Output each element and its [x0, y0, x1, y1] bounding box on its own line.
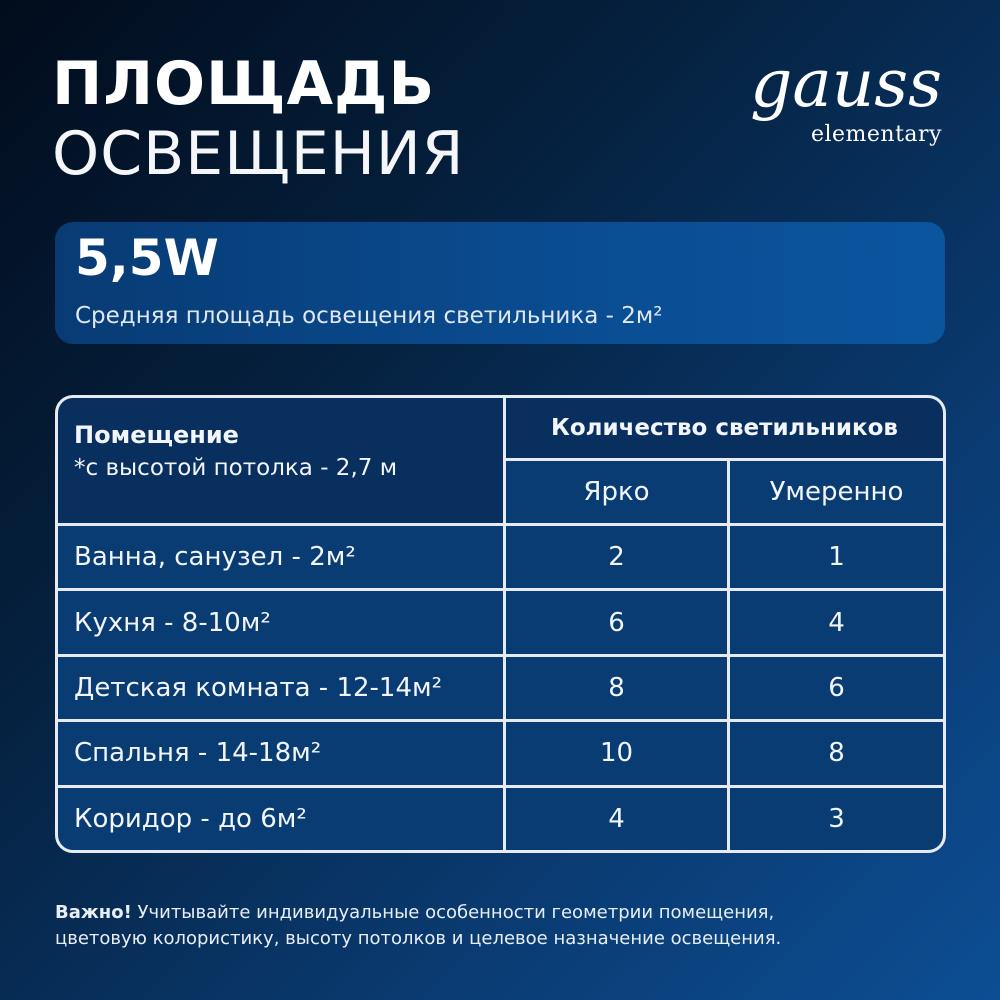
note-bold: Важно! — [55, 902, 132, 923]
bright-cell: 8 — [506, 656, 727, 720]
room-cell: Детская комната - 12-14м² — [58, 656, 503, 720]
power-value: 5,5W — [75, 229, 219, 287]
title-line-1: ПЛОЩАДЬ — [52, 49, 436, 119]
logo-brand: gauss — [750, 45, 942, 122]
room-note: *с высотой потолка - 2,7 м — [74, 455, 398, 481]
moderate-cell: 3 — [730, 787, 943, 850]
room-cell: Ванна, санузел - 2м² — [58, 526, 503, 589]
moderate-cell: 6 — [730, 656, 943, 720]
col-bright-header: Ярко — [506, 461, 727, 523]
logo-sub: elementary — [810, 122, 942, 147]
room-cell: Кухня - 8-10м² — [58, 591, 503, 654]
power-description: Средняя площадь освещения светильника - … — [75, 303, 663, 329]
note-line-2: цветовую колористику, высоту потолков и … — [55, 928, 782, 949]
gauss-logo: gauss elementary — [680, 48, 950, 148]
lighting-table: Помещение *с высотой потолка - 2,7 м Кол… — [55, 395, 946, 853]
bright-cell: 4 — [506, 787, 727, 850]
bright-cell: 10 — [506, 722, 727, 785]
room-cell: Коридор - до 6м² — [58, 787, 503, 850]
room-header-cell: Помещение *с высотой потолка - 2,7 м — [58, 398, 503, 523]
col-moderate-header: Умеренно — [730, 461, 943, 523]
qty-header: Количество светильников — [506, 398, 943, 458]
power-panel: 5,5W Средняя площадь освещения светильни… — [55, 222, 945, 344]
title-line-2: ОСВЕЩЕНИЯ — [52, 119, 465, 189]
important-note: Важно! Учитывайте индивидуальные особенн… — [55, 900, 781, 952]
room-cell: Спальня - 14-18м² — [58, 722, 503, 785]
bright-cell: 2 — [506, 526, 727, 589]
bright-cell: 6 — [506, 591, 727, 654]
moderate-cell: 4 — [730, 591, 943, 654]
note-text: Учитывайте индивидуальные особенности ге… — [131, 902, 775, 923]
moderate-cell: 8 — [730, 722, 943, 785]
moderate-cell: 1 — [730, 526, 943, 589]
room-header: Помещение — [74, 421, 239, 449]
